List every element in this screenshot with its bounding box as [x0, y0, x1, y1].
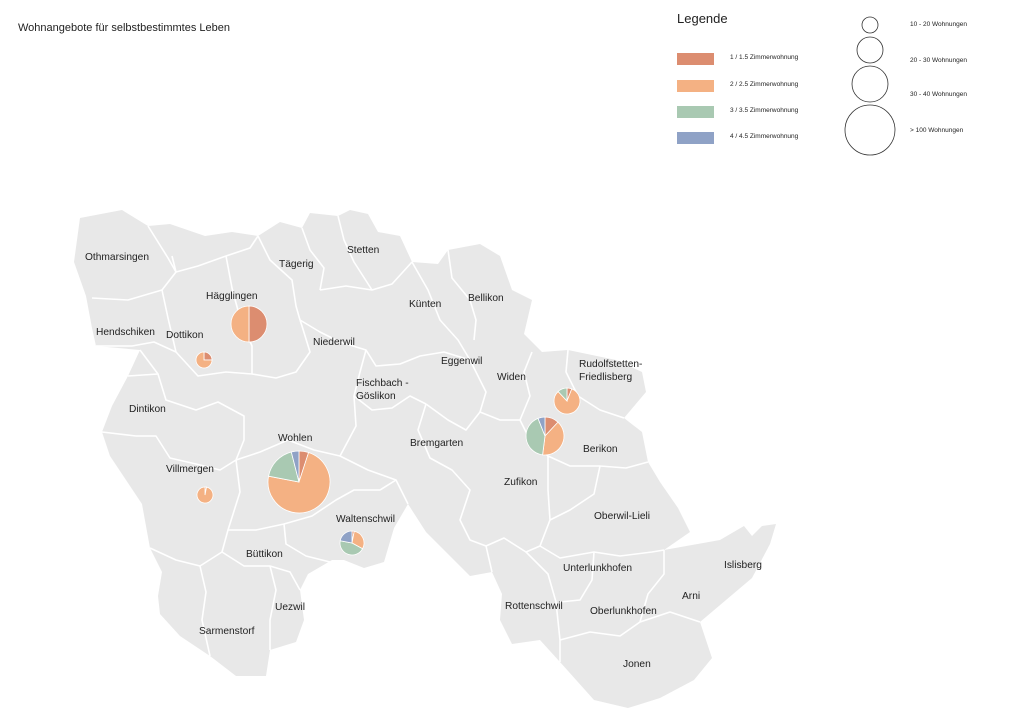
map-title: Wohnangebote für selbstbestimmtes Leben	[18, 22, 230, 34]
label-jonen: Jonen	[623, 659, 651, 670]
legend-label: 4 / 4.5 Zimmerwohnung	[730, 133, 799, 140]
size-label-100: > 100 Wohnungen	[910, 127, 964, 134]
pie-slice	[542, 421, 565, 456]
size-label-20-30: 20 - 30 Wohnungen	[910, 57, 967, 64]
label-taegerig: Tägerig	[279, 259, 314, 270]
pie-slice	[267, 452, 331, 514]
pie-haegglingen	[230, 305, 268, 343]
label-fischbach-line2: Göslikon	[356, 391, 396, 402]
label-arni: Arni	[682, 591, 700, 602]
label-wohlen: Wohlen	[278, 433, 312, 444]
label-uezwil: Uezwil	[275, 602, 305, 613]
label-rottenschwil: Rottenschwil	[505, 601, 563, 612]
size-circle-large	[851, 65, 889, 103]
pie-slice	[537, 416, 546, 437]
pie-dottikon	[195, 351, 213, 369]
size-label-30-40: 30 - 40 Wohnungen	[910, 91, 967, 98]
label-kuenten: Künten	[409, 299, 441, 310]
pie-slice	[290, 450, 300, 483]
label-rudolfstetten-line2: Friedlisberg	[579, 372, 633, 383]
legend-swatch	[677, 106, 714, 118]
legend-swatch	[677, 132, 714, 144]
place-labels: Othmarsingen Tägerig Stetten Hägglingen …	[85, 245, 762, 670]
label-widen: Widen	[497, 372, 526, 383]
legend-label: 2 / 2.5 Zimmerwohnung	[730, 81, 799, 88]
label-dottikon: Dottikon	[166, 330, 203, 341]
label-villmergen: Villmergen	[166, 464, 214, 475]
label-rudolfstetten-line1: Rudolfstetten-	[579, 359, 642, 370]
legend-label: 3 / 3.5 Zimmerwohnung	[730, 107, 799, 114]
legend-swatch	[677, 80, 714, 92]
pie-slice	[248, 305, 268, 343]
legend-label: 1 / 1.5 Zimmerwohnung	[730, 54, 799, 61]
label-stetten: Stetten	[347, 245, 379, 256]
legend-swatch	[677, 53, 714, 65]
label-othmarsingen: Othmarsingen	[85, 252, 149, 263]
label-oberlunkhofen: Oberlunkhofen	[590, 606, 657, 617]
label-unterlunkhofen: Unterlunkhofen	[563, 563, 632, 574]
label-islisberg: Islisberg	[724, 560, 762, 571]
label-dintikon: Dintikon	[129, 404, 166, 415]
pie-slice	[230, 305, 250, 343]
pie-slice	[196, 486, 214, 504]
legend-size-circles	[844, 16, 896, 156]
pie-wohlen	[267, 450, 331, 514]
label-berikon: Berikon	[583, 444, 618, 455]
pie-villmergen	[196, 486, 214, 504]
size-circle-small	[861, 16, 879, 34]
size-label-10-20: 10 - 20 Wohnungen	[910, 21, 967, 28]
pie-waltenschwil	[339, 530, 365, 556]
pie-slice	[339, 540, 364, 556]
pie-slice	[339, 530, 353, 544]
pie-charts	[195, 305, 581, 556]
label-eggenwil: Eggenwil	[441, 356, 482, 367]
pie-slice	[525, 417, 546, 456]
size-circle-xlarge	[844, 104, 896, 156]
label-haegglingen: Hägglingen	[206, 291, 258, 302]
label-buettikon: Büttikon	[246, 549, 283, 560]
label-bellikon: Bellikon	[468, 293, 504, 304]
label-niederwil: Niederwil	[313, 337, 355, 348]
pie-rudolfstetten-friedlisberg	[553, 387, 581, 415]
label-hendschiken: Hendschiken	[96, 327, 155, 338]
label-zufikon: Zufikon	[504, 477, 537, 488]
label-fischbach-line1: Fischbach -	[356, 378, 409, 389]
pie-slice	[195, 351, 213, 369]
label-sarmenstorf: Sarmenstorf	[199, 626, 255, 637]
legend-title: Legende	[677, 11, 728, 26]
label-bremgarten: Bremgarten	[410, 438, 463, 449]
label-waltenschwil: Waltenschwil	[336, 514, 395, 525]
size-circle-medium	[856, 36, 884, 64]
label-oberwil-lieli: Oberwil-Lieli	[594, 511, 650, 522]
pie-slice	[557, 387, 568, 403]
pie-widen	[525, 416, 565, 456]
